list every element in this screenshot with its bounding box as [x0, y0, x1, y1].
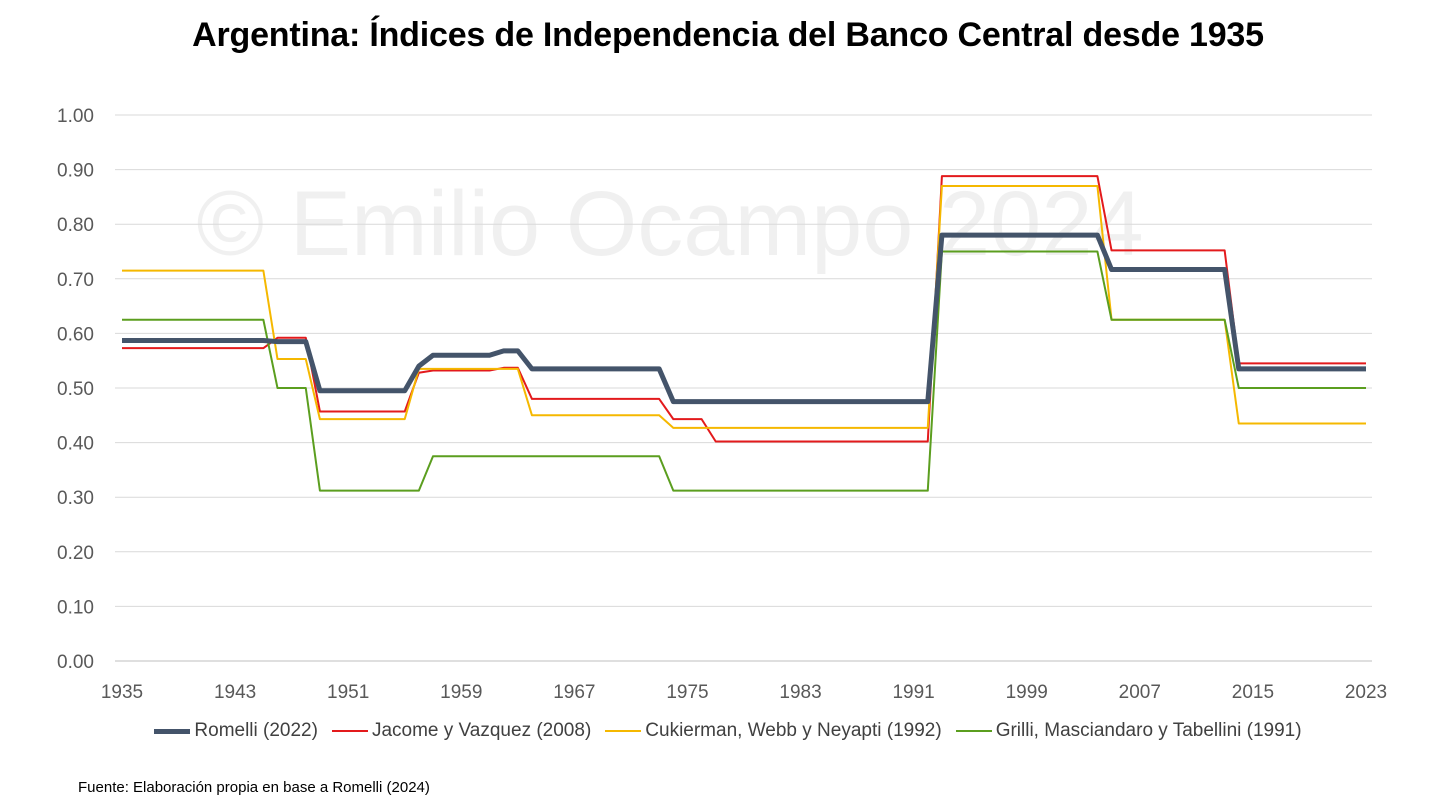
series-line-0: [122, 232, 1366, 405]
legend-swatch: [331, 730, 368, 732]
legend-label: Grilli, Masciandaro y Tabellini (1991): [995, 720, 1302, 741]
y-tick-label: 0.80: [57, 215, 94, 236]
y-tick-label: 0.70: [57, 270, 94, 291]
x-tick-label: 1967: [553, 682, 595, 703]
legend-label: Jacome y Vazquez (2008): [371, 720, 592, 741]
x-tick-label: 2015: [1232, 682, 1274, 703]
y-tick-label: 0.20: [57, 543, 94, 564]
legend-label: Romelli (2022): [194, 720, 318, 741]
x-tick-label: 2023: [1345, 682, 1387, 703]
y-tick-label: 0.00: [57, 652, 94, 673]
legend-item: Romelli (2022): [154, 720, 318, 742]
y-tick-label: 0.40: [57, 434, 94, 455]
y-tick-label: 0.30: [57, 488, 94, 509]
legend-item: Grilli, Masciandaro y Tabellini (1991): [955, 720, 1302, 742]
x-tick-label: 1935: [101, 682, 143, 703]
legend: Romelli (2022) Jacome y Vazquez (2008) Cuk…: [0, 720, 1456, 742]
y-axis-tick-labels: 0.00 0.10 0.20 0.30 0.40 0.50 0.60 0.70 0.80 0.90…: [57, 106, 94, 673]
legend-swatch: [955, 730, 992, 732]
legend-swatch: [154, 728, 191, 734]
x-axis-tick-labels: 1935 1943 1951 1959 1967 1975 1983 1991 1999 2007…: [101, 682, 1387, 703]
x-tick-label: 1943: [214, 682, 256, 703]
series-line-3: [122, 250, 1366, 492]
y-tick-label: 0.10: [57, 597, 94, 618]
legend-swatch: [605, 730, 642, 732]
y-tick-label: 0.60: [57, 324, 94, 345]
x-tick-label: 1975: [666, 682, 708, 703]
legend-item: Cukierman, Webb y Neyapti (1992): [605, 720, 942, 742]
y-tick-label: 0.90: [57, 161, 94, 182]
x-tick-label: 1999: [1006, 682, 1048, 703]
x-tick-label: 1983: [779, 682, 821, 703]
chart-title: Argentina: Índices de Independencia del …: [192, 16, 1264, 54]
x-tick-label: 1959: [440, 682, 482, 703]
y-tick-label: 1.00: [57, 106, 94, 127]
x-tick-label: 1991: [892, 682, 934, 703]
source-note: Fuente: Elaboración propia en base a Rom…: [78, 779, 430, 796]
series-lines: [122, 175, 1366, 492]
line-chart: © Emilio Ocampo 2024 0.000.100.200.300.4…: [57, 106, 1387, 703]
x-tick-label: 1951: [327, 682, 369, 703]
gridlines: [115, 114, 1372, 662]
x-tick-label: 2007: [1119, 682, 1161, 703]
legend-label: Cukierman, Webb y Neyapti (1992): [645, 720, 942, 741]
y-tick-label: 0.50: [57, 379, 94, 400]
legend-item: Jacome y Vazquez (2008): [331, 720, 592, 742]
series-line-1: [122, 175, 1366, 443]
